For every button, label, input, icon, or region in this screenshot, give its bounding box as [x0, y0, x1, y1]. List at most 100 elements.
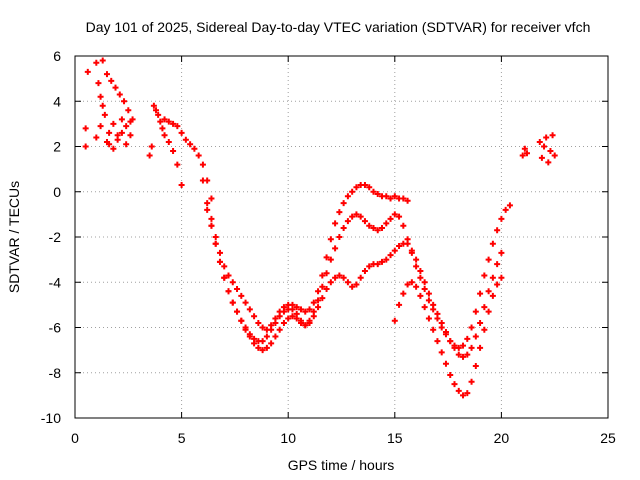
data-point [242, 324, 249, 331]
x-tick-label: 10 [280, 430, 296, 446]
data-point [315, 288, 322, 295]
data-point [178, 129, 185, 136]
data-point [234, 308, 241, 315]
x-tick-label: 5 [178, 430, 186, 446]
data-point [400, 195, 407, 202]
data-point [221, 263, 228, 270]
data-point [336, 209, 343, 216]
data-point [251, 313, 258, 320]
data-point [289, 306, 296, 313]
data-point [114, 136, 121, 143]
data-point [212, 240, 219, 247]
data-point [297, 306, 304, 313]
data-point [498, 215, 505, 222]
data-point [506, 202, 513, 209]
data-point [387, 252, 394, 259]
data-point [116, 91, 123, 98]
data-point [536, 138, 543, 145]
y-tick-label: 6 [53, 48, 61, 64]
data-point [263, 344, 270, 351]
data-point [344, 279, 351, 286]
data-point [387, 215, 394, 222]
data-point [306, 319, 313, 326]
data-point [129, 116, 136, 123]
grid-lines [75, 56, 608, 418]
data-point [319, 295, 326, 302]
data-point [421, 279, 428, 286]
series-track-c [99, 57, 136, 123]
data-point [494, 227, 501, 234]
data-point [121, 98, 128, 105]
data-point [425, 297, 432, 304]
data-point [494, 261, 501, 268]
data-point [319, 272, 326, 279]
data-point [541, 143, 548, 150]
data-point [421, 304, 428, 311]
data-point [146, 152, 153, 159]
data-point [383, 256, 390, 263]
data-point [391, 211, 398, 218]
data-point [477, 344, 484, 351]
data-point [118, 116, 125, 123]
data-point [442, 329, 449, 336]
data-point [357, 213, 364, 220]
data-point [225, 272, 232, 279]
data-point [123, 123, 130, 130]
series-track-e [161, 116, 215, 202]
data-point [361, 267, 368, 274]
x-tick-label: 0 [71, 430, 79, 446]
data-point [97, 93, 104, 100]
data-point [212, 234, 219, 240]
data-point [165, 118, 172, 125]
data-point [285, 315, 292, 322]
data-point [349, 283, 356, 290]
data-point [327, 236, 334, 243]
data-point [82, 125, 89, 132]
data-point [425, 290, 432, 297]
data-point [404, 197, 411, 204]
data-point [549, 132, 556, 139]
data-point [379, 224, 386, 231]
data-point [229, 299, 236, 306]
data-point [349, 188, 356, 195]
y-tick-label: 4 [53, 93, 61, 109]
data-point [187, 141, 194, 148]
data-point [170, 120, 177, 127]
y-tick-label: 0 [53, 184, 61, 200]
data-points [82, 57, 558, 399]
data-point [127, 132, 134, 139]
data-point [159, 125, 166, 132]
data-point [489, 274, 496, 281]
data-point [251, 335, 258, 342]
x-axis-ticks: 0 5 10 15 20 25 [71, 56, 616, 446]
data-point [383, 220, 390, 227]
data-point [455, 387, 462, 394]
data-point [400, 222, 407, 229]
data-point [246, 306, 253, 313]
data-point [404, 281, 411, 288]
data-point [280, 308, 287, 315]
data-point [485, 308, 492, 315]
data-point [434, 338, 441, 345]
data-point [383, 193, 390, 200]
data-point [472, 362, 479, 369]
data-point [216, 249, 223, 256]
data-point [161, 116, 168, 123]
data-point [97, 123, 104, 130]
data-point [340, 224, 347, 231]
data-point [489, 240, 496, 247]
data-point [481, 272, 488, 279]
data-point [374, 261, 381, 268]
data-point [451, 344, 458, 351]
y-tick-label: -8 [49, 365, 62, 381]
data-point [99, 57, 106, 64]
data-point [161, 132, 168, 139]
data-point [272, 319, 279, 326]
x-tick-label: 20 [494, 430, 510, 446]
data-point [417, 274, 424, 281]
data-point [178, 181, 185, 188]
data-point [438, 319, 445, 326]
series-track-f [199, 177, 411, 333]
data-point [519, 152, 526, 159]
